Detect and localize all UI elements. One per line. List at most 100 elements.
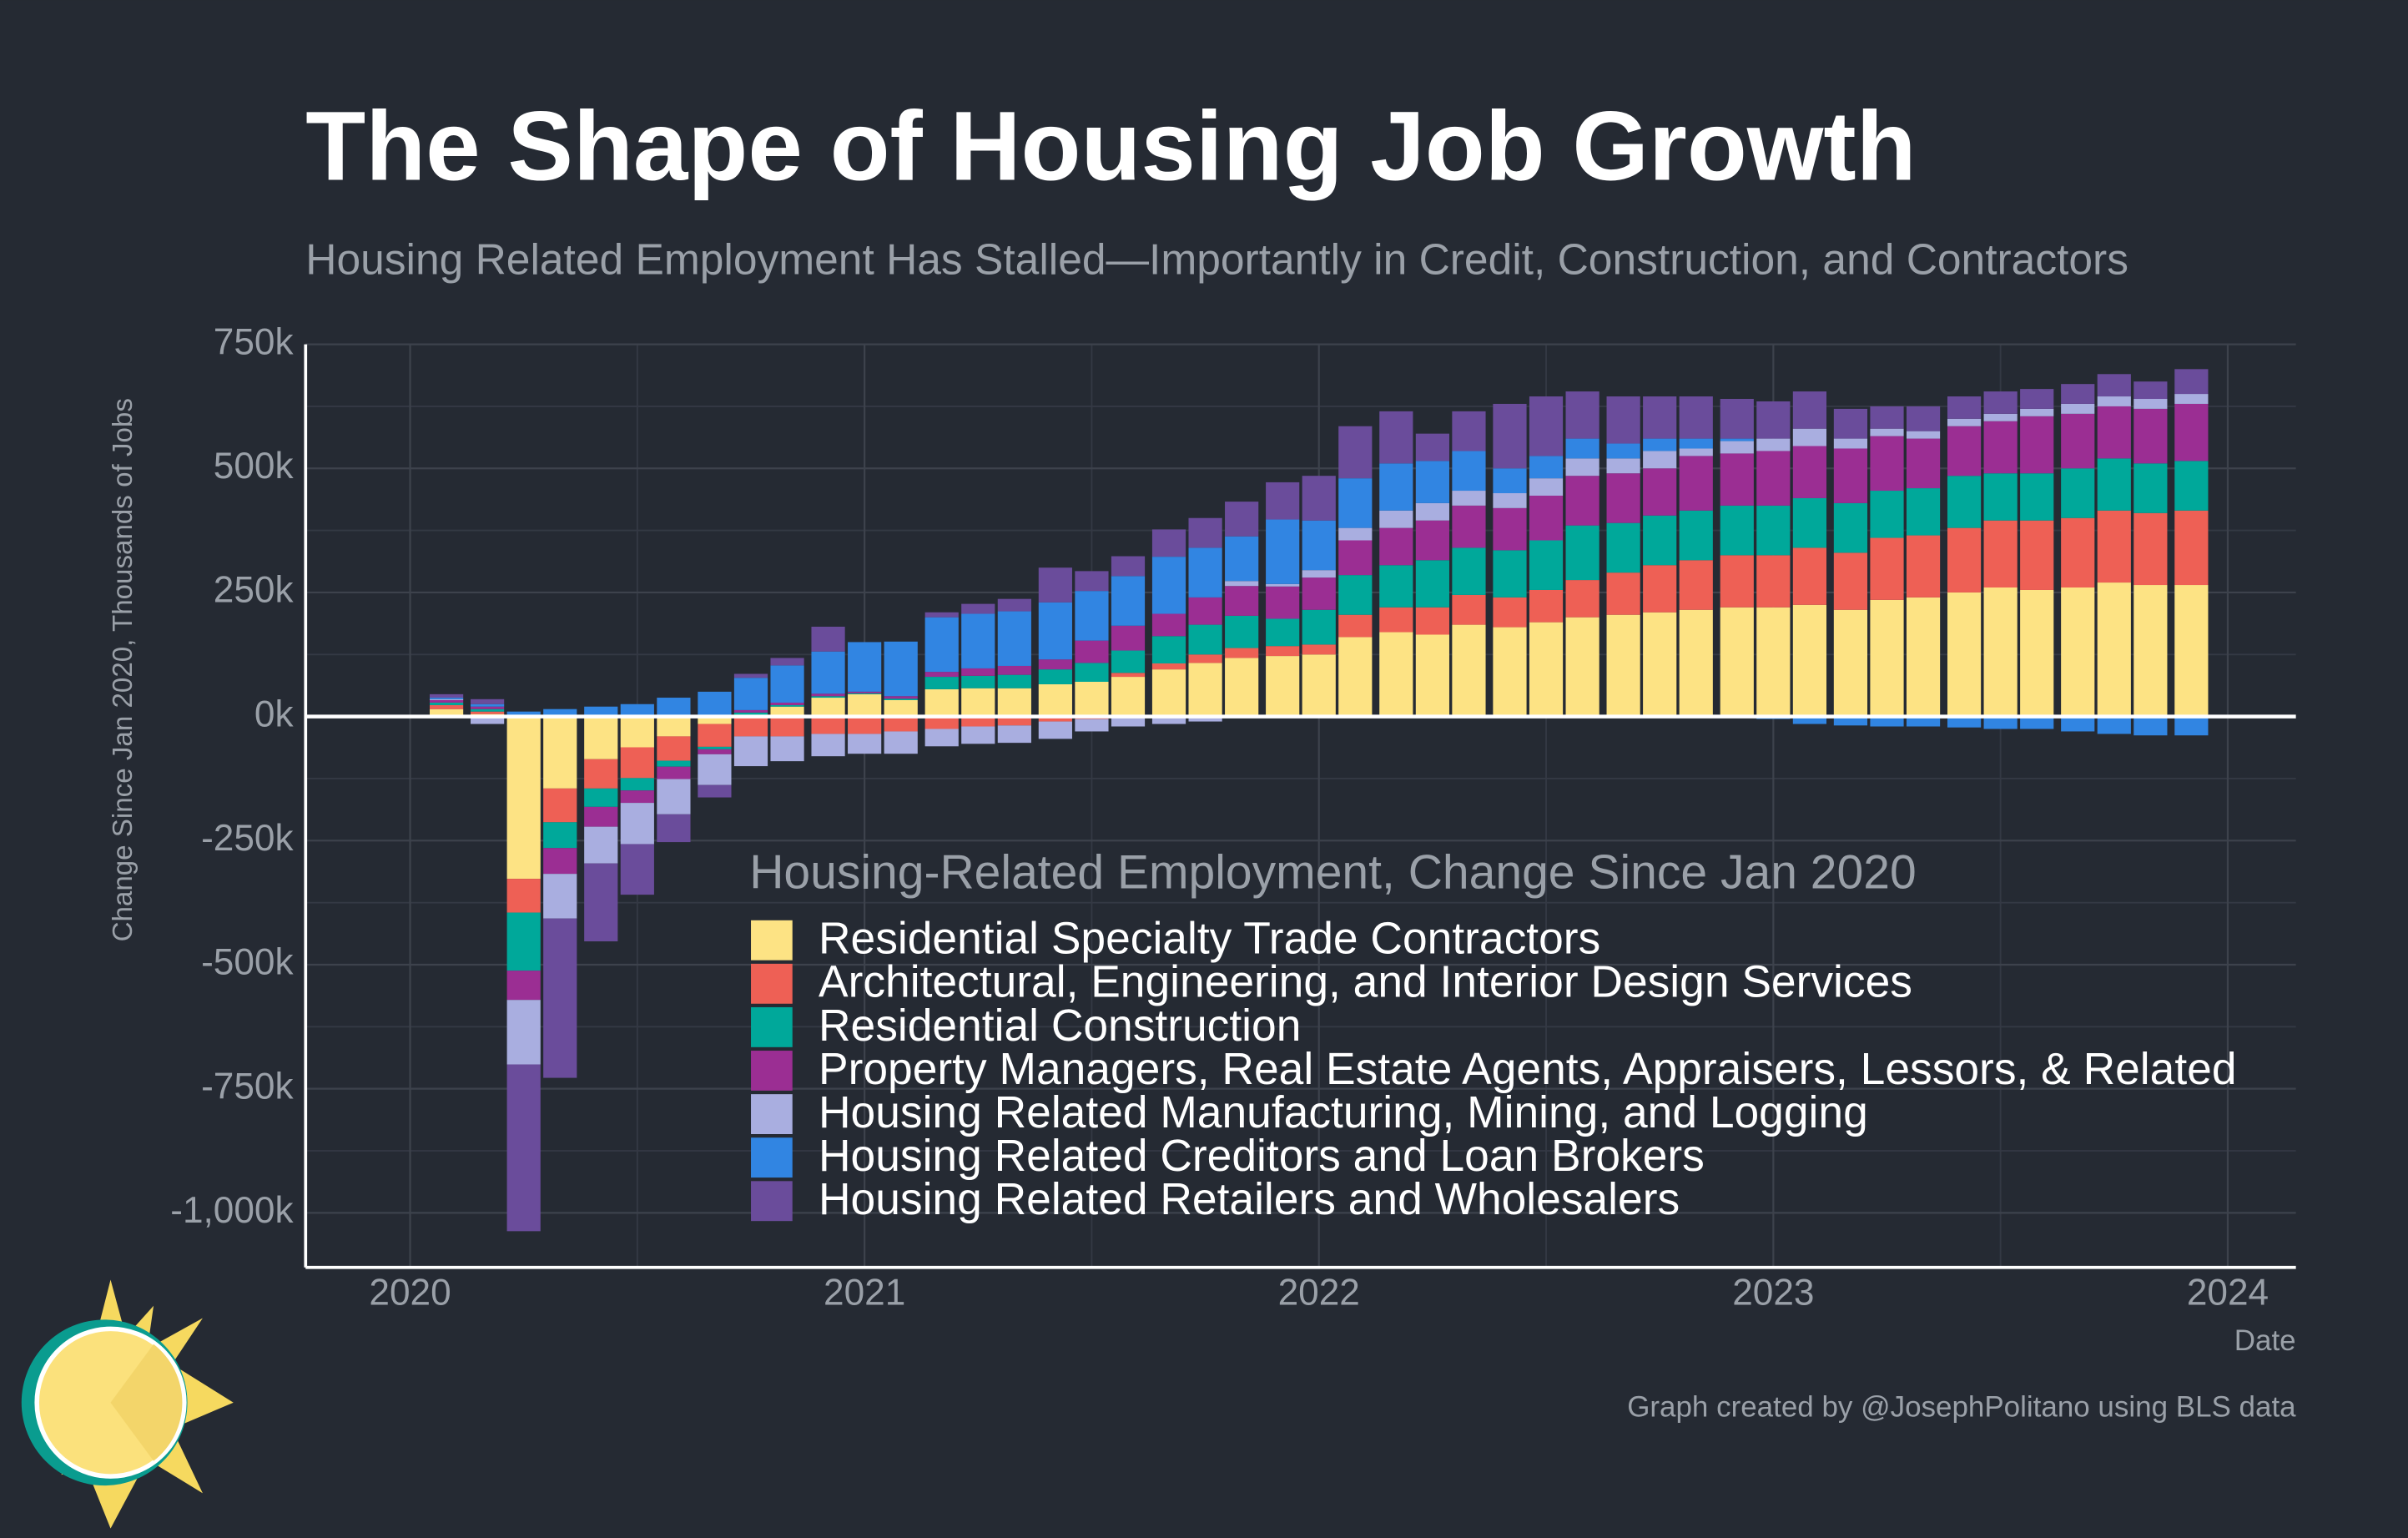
y-tick-label: 500k — [214, 446, 295, 487]
bar-segment — [2020, 520, 2054, 590]
bar-segment — [620, 790, 654, 804]
bar-segment — [584, 806, 618, 827]
bar-segment — [1452, 411, 1486, 451]
bar-segment — [1565, 525, 1599, 581]
bar-segment — [848, 716, 882, 734]
legend-label: Housing Related Manufacturing, Mining, a… — [819, 1088, 1868, 1137]
bar-segment — [1870, 406, 1904, 429]
bar-segment — [1266, 618, 1300, 647]
bar-segment — [1606, 572, 1640, 615]
bar-segment — [1947, 527, 1982, 593]
bar-segment — [2133, 381, 2168, 400]
bar-segment — [1756, 451, 1791, 506]
bar-segment — [1983, 421, 2018, 474]
legend-swatch — [751, 1137, 793, 1178]
bar-segment — [430, 704, 464, 709]
bar-segment — [1679, 456, 1713, 511]
bar-segment — [1833, 716, 1868, 726]
bar-segment — [584, 716, 618, 759]
bar-segment — [1493, 403, 1527, 469]
y-tick-label: -1,000k — [170, 1190, 294, 1231]
bar-segment — [2133, 408, 2168, 464]
bar-segment — [924, 688, 959, 717]
bar-segment — [1870, 428, 1904, 436]
bar-segment — [2097, 396, 2131, 406]
bar-segment — [848, 734, 882, 754]
bar-segment — [1529, 478, 1564, 496]
y-tick-label: -500k — [201, 942, 294, 983]
bar-segment — [1038, 683, 1072, 717]
bar-segment — [2020, 408, 2054, 416]
bar-segment — [1643, 451, 1677, 469]
bar-segment — [2061, 468, 2095, 518]
bar-segment — [733, 736, 768, 767]
bar-segment — [1833, 438, 1868, 449]
bar-segment — [1983, 473, 2018, 521]
bar-segment — [1833, 448, 1868, 503]
bar-segment — [471, 708, 505, 712]
bar-segment — [1038, 567, 1072, 603]
bar-segment — [1870, 491, 1904, 538]
bar-segment — [471, 703, 505, 707]
bar-segment — [1493, 507, 1527, 551]
legend-label: Housing Related Retailers and Wholesaler… — [819, 1175, 1680, 1224]
bar-segment — [1529, 589, 1564, 623]
bar-segment — [1906, 597, 1941, 717]
bar-segment — [1075, 719, 1109, 732]
bar-segment — [1415, 634, 1449, 717]
bar-segment — [1792, 547, 1827, 605]
bar-segment — [1679, 510, 1713, 561]
bar-segment — [506, 716, 541, 880]
bar-segment — [1643, 612, 1677, 717]
bar-segment — [811, 651, 845, 694]
bar-segment — [811, 716, 845, 734]
bar-segment — [1302, 570, 1336, 578]
chart-title: The Shape of Housing Job Growth — [305, 90, 1916, 200]
bar-segment — [2097, 406, 2131, 459]
bar-segment — [924, 612, 959, 618]
bar-segment — [1338, 540, 1373, 576]
bar-segment — [430, 699, 464, 703]
bar-segment — [1111, 650, 1146, 673]
bar-segment — [997, 598, 1031, 612]
bar-segment — [543, 708, 577, 717]
bar-segment — [1266, 482, 1300, 520]
bar-segment — [733, 709, 768, 713]
bar-segment — [430, 702, 464, 705]
bar-segment — [770, 736, 804, 762]
bar-segment — [1833, 502, 1868, 553]
bar-segment — [1679, 609, 1713, 717]
bar-segment — [1415, 560, 1449, 608]
bar-segment — [1606, 522, 1640, 573]
bar-segment — [1906, 406, 1941, 431]
bar-segment — [1302, 609, 1336, 645]
bar-segment — [1720, 505, 1754, 556]
legend-swatch — [751, 1051, 793, 1091]
bar-segment — [1338, 637, 1373, 717]
y-tick-label: -250k — [201, 818, 294, 859]
bars — [430, 369, 2209, 1232]
bar-segment — [1038, 659, 1072, 670]
bar-segment — [848, 642, 882, 692]
y-axis-label: Change Since Jan 2020, Thousands of Jobs — [108, 398, 139, 941]
bar-segment — [1188, 654, 1222, 663]
bar-segment — [1266, 519, 1300, 584]
bar-segment — [2133, 716, 2168, 736]
bar-segment — [584, 759, 618, 789]
bar-segment — [543, 874, 577, 919]
bar-segment — [2020, 389, 2054, 409]
bar-segment — [698, 754, 732, 785]
bar-segment — [1870, 599, 1904, 717]
bar-segment — [884, 699, 918, 717]
bar-segment — [506, 879, 541, 913]
bar-segment — [1111, 625, 1146, 651]
bar-segment — [1947, 716, 1982, 728]
bar-segment — [1379, 463, 1413, 511]
legend-label: Residential Specialty Trade Contractors — [819, 915, 1600, 964]
legend-label: Architectural, Engineering, and Interior… — [819, 958, 1912, 1007]
bar-segment — [1565, 617, 1599, 717]
bar-segment — [430, 698, 464, 699]
bar-segment — [1415, 520, 1449, 561]
bar-segment — [2097, 458, 2131, 511]
